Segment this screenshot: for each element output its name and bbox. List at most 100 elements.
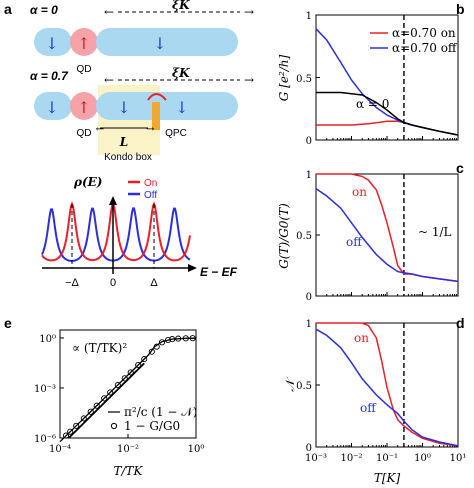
rho-axis-arrow-icon <box>109 196 117 205</box>
panel-b-ytick-1: 0.5 <box>296 74 312 85</box>
panel-e-data-point <box>73 422 80 429</box>
alpha07-label: α = 0.7 <box>30 69 69 83</box>
lead-left-top <box>34 28 72 56</box>
panel-c-series-1 <box>315 187 459 283</box>
legend-on-label: On <box>144 178 157 189</box>
panel-e-data-point <box>189 335 196 342</box>
panel-b-ylabel: G [e²/h] <box>277 54 291 101</box>
panel-e-data-point <box>107 389 114 396</box>
rho-on-curve <box>41 201 191 262</box>
panel-e-data-point <box>93 402 100 409</box>
spin-down-icon: ↓ <box>45 98 58 117</box>
panel-c-off-annotation: off <box>346 235 363 249</box>
panel-e-data-point <box>101 395 108 402</box>
panel-e-data-point <box>114 381 121 389</box>
panel-d-xtick-label: 10⁻² <box>340 453 362 464</box>
panel-a-label: a <box>4 1 12 17</box>
rho-off-curve <box>41 207 191 262</box>
panel-e-data-point <box>62 432 70 439</box>
tick-zero: 0 <box>110 277 116 289</box>
panel-b-label: b <box>456 1 465 17</box>
panel-d-ytick-1: 0.5 <box>296 381 312 392</box>
spin-down-icon: ↓ <box>45 34 58 53</box>
tick-delta: Δ <box>150 277 158 289</box>
tick-minus-delta: −Δ <box>65 277 79 289</box>
panel-e-legend-circle-swatch <box>110 422 118 430</box>
panel-e-data-point <box>148 348 155 355</box>
L-label: L <box>119 135 128 149</box>
panel-e-xlabel: T/TK <box>113 464 143 478</box>
panel-e-data-point <box>164 336 172 344</box>
panel-e-data-point <box>87 408 94 415</box>
panel-b-ytick-2: 1 <box>306 11 312 22</box>
panel-c-ytick-2: 1 <box>306 170 312 181</box>
panel-d-series-0 <box>316 322 459 447</box>
panel-b-alpha0-annotation: α = 0 <box>356 97 389 111</box>
panel-e-legend-circle: 1 − G/G0 <box>124 419 180 433</box>
L-arrow-right-icon: → <box>146 124 155 135</box>
panel-d: d 0 0.5 1 10⁻³ 10⁻² 10⁻¹ 10⁰ 10¹ 𝒩 T[K] on o… <box>283 315 466 485</box>
panel-e-slope-annotation: ∝ (T/TK)² <box>72 341 127 355</box>
panel-e-slope-guide <box>68 362 145 439</box>
panel-e-ytick-label: 10⁻³ <box>34 384 56 395</box>
panel-d-off-annotation: off <box>360 401 377 415</box>
panel-c-on-annotation: on <box>352 185 367 199</box>
panel-b-ytick-0: 0 <box>306 136 312 147</box>
panel-e-ytick-label: 10⁻⁶ <box>34 434 56 445</box>
panel-e-data-point <box>80 415 87 422</box>
kondo-cloud-top <box>96 28 238 56</box>
panel-e-xtick-label: 10⁻⁴ <box>49 444 71 455</box>
panel-e-data-point <box>67 428 74 435</box>
qpc-label: QPC <box>165 128 187 139</box>
xi-label-bottom: ξK <box>172 66 190 80</box>
xi-arrow-left-icon: ← <box>104 5 114 19</box>
panel-b-legend-on: α=0.70 on <box>392 26 456 40</box>
panel-e-data-point <box>158 339 166 346</box>
panel-a-schematic: a α = 0 ← → ξK ↓ ↑ ↓ QD α = 0.7 ← → ξK ↓… <box>4 0 254 289</box>
panel-c-ytick-0: 0 <box>306 292 312 303</box>
panel-c: c 0 0.5 1 G(T)/G0(T) on off ~ 1/L <box>277 160 464 303</box>
L-arrow-left-icon: ← <box>96 124 104 135</box>
panel-e-label: e <box>4 315 12 331</box>
panel-e-data-point <box>127 369 134 376</box>
energy-axis-arrow-icon <box>188 264 197 272</box>
rho-label: ρ(E) <box>73 175 102 189</box>
panel-e-legend-line: π²/c (1 − 𝒩) <box>124 405 197 419</box>
panel-e-data-point <box>121 375 128 382</box>
spin-down-icon: ↓ <box>175 98 188 117</box>
xi-arrow-left-icon: ← <box>104 73 114 87</box>
spin-down-icon: ↓ <box>153 34 166 53</box>
panel-e-data-point <box>169 336 176 343</box>
panel-c-ytick-1: 0.5 <box>296 231 312 242</box>
legend-off-label: Off <box>144 190 157 201</box>
panel-b-series-2 <box>316 91 459 136</box>
panel-e-data-point <box>141 356 148 363</box>
xi-arrow-right-icon: → <box>244 5 254 19</box>
panel-c-ylabel: G(T)/G0(T) <box>277 203 291 269</box>
lead-left-bottom <box>34 92 72 120</box>
qd-label-bottom: QD <box>77 128 92 139</box>
panel-e-data-point <box>153 343 160 350</box>
quantum-dot-bottom <box>70 92 98 120</box>
qpc-gate <box>152 102 160 130</box>
panel-d-ytick-2: 1 <box>306 319 312 330</box>
panel-d-xtick-label: 10⁻³ <box>305 453 327 464</box>
reflection-arrow-icon <box>147 93 167 101</box>
panel-d-label: d <box>456 315 465 331</box>
xi-arrow-right-icon: → <box>244 73 254 87</box>
spin-up-icon: ↑ <box>77 34 90 53</box>
panel-c-scale-annotation: ~ 1/L <box>418 225 452 239</box>
alpha0-label: α = 0 <box>30 3 58 17</box>
panel-d-xtick-label: 10¹ <box>450 453 467 464</box>
qd-label-top: QD <box>77 64 92 75</box>
spin-up-icon: ↑ <box>77 98 90 117</box>
panel-e-data-point <box>182 335 189 342</box>
panel-e-xtick-label: 10⁻² <box>117 444 139 455</box>
panel-b-series-0 <box>316 120 459 136</box>
panel-c-label: c <box>456 160 464 176</box>
panel-d-ytick-0: 0 <box>306 443 312 454</box>
panel-e-xtick-label: 10⁰ <box>188 444 205 455</box>
panel-d-ylabel: 𝒩 <box>283 377 297 392</box>
